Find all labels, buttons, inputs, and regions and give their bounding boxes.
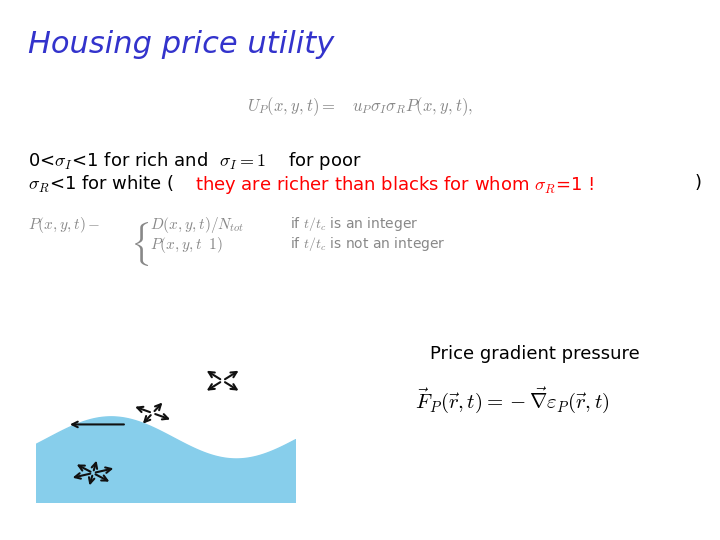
Text: $\sigma_R$<1 for white (: $\sigma_R$<1 for white ( [28,174,174,195]
Text: if $t/t_c$ is not an integer: if $t/t_c$ is not an integer [290,235,446,253]
Text: if $t/t_c$ is an integer: if $t/t_c$ is an integer [290,215,418,233]
Text: $\{$: $\{$ [130,220,149,268]
Text: $P(x,y,t) -$: $P(x,y,t) -$ [28,215,101,235]
Text: $\vec{F}_P(\vec{r},t) = -\vec{\nabla}\varepsilon_P(\vec{r},t)$: $\vec{F}_P(\vec{r},t) = -\vec{\nabla}\va… [415,385,610,415]
Text: ): ) [695,174,702,192]
Text: Housing price utility: Housing price utility [28,30,334,59]
Text: $U_P(x,y,t) = \quad u_P \sigma_I \sigma_R P(x,y,t),$: $U_P(x,y,t) = \quad u_P \sigma_I \sigma_… [247,95,473,118]
Text: Price gradient pressure: Price gradient pressure [430,345,640,363]
Text: $P(x,y,t \;\; 1)$: $P(x,y,t \;\; 1)$ [150,235,223,255]
Text: they are richer than blacks for whom $\sigma_R$=1 !: they are richer than blacks for whom $\s… [195,174,594,196]
Text: $D(x,y,t)/N_{tot}$: $D(x,y,t)/N_{tot}$ [150,215,245,235]
Text: 0<$\sigma_I$<1 for rich and  $\sigma_I = 1$    for poor: 0<$\sigma_I$<1 for rich and $\sigma_I = … [28,150,361,172]
